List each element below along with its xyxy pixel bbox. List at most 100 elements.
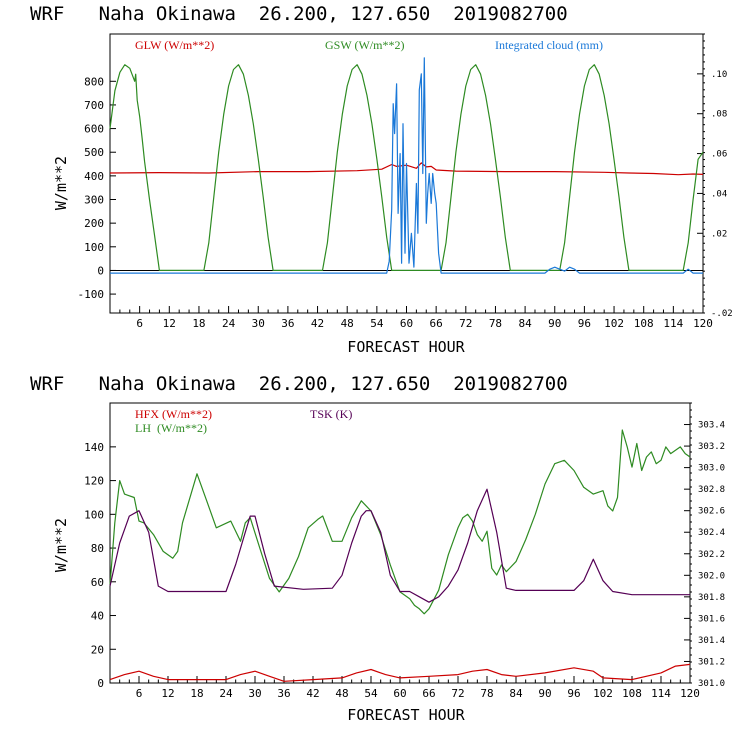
y2-tick-label: -.02 xyxy=(711,309,733,319)
y2-tick-label: 302.8 xyxy=(698,485,725,495)
x-tick-label: 30 xyxy=(248,687,261,700)
y-tick-label: 20 xyxy=(91,643,104,656)
legend-hfx: HFX (W/m**2) xyxy=(135,407,212,421)
y-tick-label: 500 xyxy=(84,146,104,159)
top-y-axis-label: W/m**2 xyxy=(52,156,70,210)
x-tick-label: 12 xyxy=(161,687,174,700)
x-tick-label: 6 xyxy=(136,317,143,330)
y2-tick-label: 301.6 xyxy=(698,614,725,624)
y-tick-label: 300 xyxy=(84,194,104,207)
x-tick-label: 114 xyxy=(663,317,683,330)
top-chart-title: WRF Naha Okinawa 26.200, 127.650 2019082… xyxy=(30,3,568,25)
bottom-chart-panel: WRF Naha Okinawa 26.200, 127.650 2019082… xyxy=(30,373,725,724)
legend-integrated-cloud: Integrated cloud (mm) xyxy=(495,38,603,52)
x-tick-label: 48 xyxy=(335,687,348,700)
y-tick-label: 700 xyxy=(84,99,104,112)
top-series-integrated-cloud xyxy=(110,57,703,274)
y2-tick-label: .04 xyxy=(711,189,727,199)
bottom-series-tsk xyxy=(109,488,690,603)
y-tick-label: 200 xyxy=(84,217,104,230)
y2-tick-label: .10 xyxy=(711,70,727,80)
y2-tick-label: 303.0 xyxy=(698,464,725,474)
y-tick-label: 400 xyxy=(84,170,104,183)
y2-tick-label: 302.2 xyxy=(698,550,725,560)
bottom-series-lh xyxy=(109,429,691,615)
top-x-axis-label: FORECAST HOUR xyxy=(347,338,465,356)
x-tick-label: 108 xyxy=(634,317,654,330)
x-tick-label: 6 xyxy=(136,687,143,700)
y-tick-label: 100 xyxy=(84,508,104,521)
x-tick-label: 96 xyxy=(567,687,580,700)
bottom-chart-frame xyxy=(109,402,691,684)
x-tick-label: 120 xyxy=(693,317,713,330)
x-tick-label: 66 xyxy=(422,687,435,700)
top-right-axis-ticks: -.02 .02 .04 .06 .08 .10 xyxy=(697,33,733,319)
top-x-axis-ticks: 6 12 18 24 30 36 42 48 54 60 66 72 78 84 90 96 102 108 114… xyxy=(119,306,713,330)
y-tick-label: 800 xyxy=(84,75,104,88)
y-tick-label: 40 xyxy=(91,610,104,623)
top-series-gsw xyxy=(109,64,704,271)
y2-tick-label: .08 xyxy=(711,110,727,120)
bottom-right-axis-ticks: 301.0 301.2 301.4 301.6 301.8 302.0 302.2 302.4… xyxy=(684,402,725,689)
x-tick-label: 36 xyxy=(277,687,290,700)
bottom-series-hfx xyxy=(109,663,691,682)
top-chart-panel: WRF Naha Okinawa 26.200, 127.650 2019082… xyxy=(30,3,733,356)
x-tick-label: 60 xyxy=(393,687,406,700)
y2-tick-label: .06 xyxy=(711,150,727,160)
bottom-x-axis-label: FORECAST HOUR xyxy=(347,706,465,724)
y-tick-label: 120 xyxy=(84,475,104,488)
y2-tick-label: 303.4 xyxy=(698,421,725,431)
x-tick-label: 42 xyxy=(311,317,324,330)
y-tick-label: 60 xyxy=(91,576,104,589)
x-tick-label: 102 xyxy=(604,317,624,330)
x-tick-label: 54 xyxy=(364,687,378,700)
bottom-chart-series xyxy=(109,429,691,682)
top-chart-series xyxy=(109,57,704,274)
legend-gsw: GSW (W/m**2) xyxy=(325,38,404,52)
y2-tick-label: 301.0 xyxy=(698,679,725,689)
x-tick-label: 48 xyxy=(341,317,354,330)
y-tick-label: 100 xyxy=(84,241,104,254)
x-tick-label: 84 xyxy=(518,317,532,330)
y2-tick-label: 302.0 xyxy=(698,571,725,581)
x-tick-label: 42 xyxy=(306,687,319,700)
top-series-glw xyxy=(109,162,704,176)
y-tick-label: 0 xyxy=(97,677,104,690)
x-tick-label: 72 xyxy=(451,687,464,700)
y2-tick-label: 301.4 xyxy=(698,636,725,646)
x-tick-label: 24 xyxy=(222,317,236,330)
y-tick-label: -100 xyxy=(78,288,105,301)
x-tick-label: 30 xyxy=(252,317,265,330)
x-tick-label: 90 xyxy=(548,317,561,330)
x-tick-label: 102 xyxy=(593,687,613,700)
x-tick-label: 24 xyxy=(219,687,233,700)
y2-tick-label: 302.6 xyxy=(698,507,725,517)
x-tick-label: 90 xyxy=(538,687,551,700)
x-tick-label: 84 xyxy=(509,687,523,700)
x-tick-label: 18 xyxy=(190,687,203,700)
y2-tick-label: 301.8 xyxy=(698,593,725,603)
x-tick-label: 78 xyxy=(489,317,502,330)
x-tick-label: 12 xyxy=(163,317,176,330)
y2-tick-label: 303.2 xyxy=(698,442,725,452)
bottom-x-axis-ticks: 6 12 18 24 30 36 42 48 54 60 66 72 78 84 90 96 102 108 114… xyxy=(119,676,700,700)
x-tick-label: 108 xyxy=(622,687,642,700)
y-tick-label: 80 xyxy=(91,542,104,555)
x-tick-label: 54 xyxy=(370,317,384,330)
y2-tick-label: 302.4 xyxy=(698,528,725,538)
y-tick-label: 0 xyxy=(97,264,104,277)
y2-tick-label: .02 xyxy=(711,229,727,239)
legend-tsk: TSK (K) xyxy=(310,407,352,421)
top-y-axis-ticks: -100 0 100 200 300 400 500 600 700 800 xyxy=(78,75,116,301)
x-tick-label: 114 xyxy=(651,687,671,700)
bottom-chart-title: WRF Naha Okinawa 26.200, 127.650 2019082… xyxy=(30,373,568,395)
x-tick-label: 78 xyxy=(480,687,493,700)
legend-glw: GLW (W/m**2) xyxy=(135,38,214,52)
x-tick-label: 66 xyxy=(430,317,443,330)
x-tick-label: 60 xyxy=(400,317,413,330)
x-tick-label: 72 xyxy=(459,317,472,330)
x-tick-label: 18 xyxy=(192,317,205,330)
y2-tick-label: 301.2 xyxy=(698,657,725,667)
bottom-y-axis-ticks: 0 20 40 60 80 100 120 140 xyxy=(84,441,116,690)
